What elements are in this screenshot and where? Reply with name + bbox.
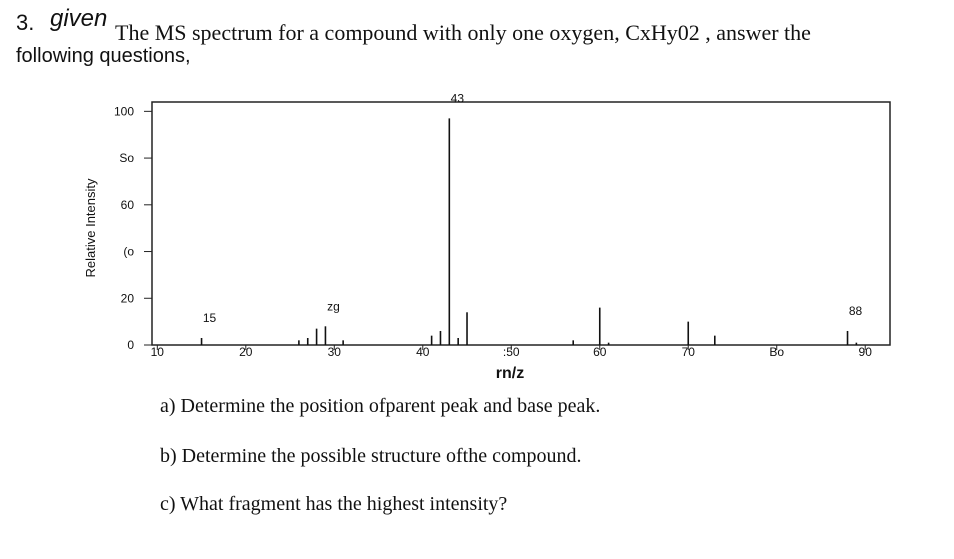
x-tick-label: 20	[239, 345, 253, 359]
x-tick-label: 70	[682, 345, 696, 359]
peak-label: 43	[451, 91, 465, 105]
handwritten-word: given	[50, 5, 107, 32]
x-tick-label: 40	[416, 345, 430, 359]
y-tick-label: 100	[114, 104, 134, 118]
question: a) Determine the position ofparent peak …	[160, 395, 600, 417]
peak-label: zg	[327, 299, 340, 313]
peak-label: 15	[203, 311, 217, 325]
y-tick-label: 60	[121, 198, 135, 212]
y-tick-label: 0	[127, 338, 134, 352]
y-tick-label: So	[119, 151, 134, 165]
y-axis-label: Relative Intensity	[83, 178, 98, 277]
x-tick-label: 10	[151, 345, 165, 359]
question: b) Determine the possible structure ofth…	[160, 445, 582, 467]
plot-frame	[151, 101, 891, 346]
header-text-2: following questions,	[16, 45, 191, 67]
y-tick-label: 20	[121, 291, 135, 305]
question: c) What fragment has the highest intensi…	[160, 493, 507, 515]
y-tick-label: (o	[123, 245, 134, 259]
x-tick-label: 60	[593, 345, 607, 359]
x-axis-label: rn/z	[496, 365, 524, 382]
x-tick-label: 90	[859, 345, 873, 359]
x-tick-label: :50	[503, 345, 520, 359]
question-number: 3.	[16, 10, 34, 35]
header-text: The MS spectrum for a compound with only…	[115, 20, 811, 45]
x-tick-label: Bo	[769, 345, 784, 359]
x-tick-label: 30	[328, 345, 342, 359]
peak-label: 88	[849, 304, 863, 318]
